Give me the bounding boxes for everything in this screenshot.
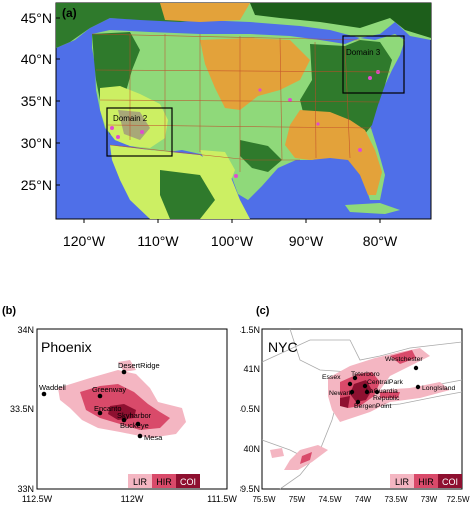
place-mesa: Mesa <box>144 433 163 442</box>
lon-tick-110: 110°W <box>137 233 179 249</box>
c-lon-725: 72.5W <box>446 495 470 504</box>
lat-tick-45: 45°N <box>21 10 52 26</box>
panel-a-map: Domain 2 Domain 3 (a) 45°N 40°N 35°N 30°… <box>21 2 432 249</box>
domain-2-box <box>106 107 173 157</box>
b-lat-34: 34N <box>17 325 34 335</box>
place-longisland: LongIsland <box>422 385 455 392</box>
place-waddell: Waddell <box>39 383 66 392</box>
b-lon-112: 112W <box>121 494 144 504</box>
place-newark: Newark <box>329 390 353 397</box>
c-lon-755: 75.5W <box>252 495 276 504</box>
lon-tick-100: 100°W <box>211 233 254 249</box>
b-lon-1125: 112.5W <box>22 494 53 504</box>
place-skyharbor: Skyharbor <box>117 411 152 420</box>
lat-tick-30: 30°N <box>21 135 52 151</box>
place-centralpark: CentralPark <box>367 379 403 386</box>
place-republic: Republic <box>373 395 400 402</box>
legend-b-lir: LIR <box>133 477 148 487</box>
c-lat-40: 40N <box>243 444 260 454</box>
lat-tick-25: 25°N <box>21 177 52 193</box>
lon-tick-90: 90°W <box>289 233 324 249</box>
lon-tick-120: 120°W <box>63 233 106 249</box>
legend-b: LIR HIR COI <box>128 474 200 488</box>
b-lon-1115: 111.5W <box>207 494 237 504</box>
c-lat-405: 40.5N <box>240 404 260 414</box>
b-lat-335: 33.5N <box>10 404 34 414</box>
lon-tick-80: 80°W <box>363 233 398 249</box>
c-lon-73: 73W <box>421 495 438 504</box>
legend-c-lir: LIR <box>395 477 410 487</box>
legend-c: LIR HIR COI <box>390 474 462 488</box>
place-bergenpoint: BergenPoint <box>354 403 392 410</box>
c-lon-75: 75W <box>289 495 306 504</box>
place-encanto: Encanto <box>94 404 122 413</box>
panel-b-city: Phoenix <box>41 339 92 355</box>
panel-c-map: (c) Westchester Essex Teterboro CentralP… <box>240 305 470 504</box>
c-lat-395: 39.5N <box>240 484 260 494</box>
panel-b-label: (b) <box>2 305 16 317</box>
place-essex: Essex <box>322 374 341 381</box>
legend-b-hir: HIR <box>156 477 172 487</box>
panel-a-label: (a) <box>62 6 77 20</box>
c-lat-41: 41N <box>243 364 260 374</box>
place-desertridge: DesertRidge <box>118 361 160 370</box>
panel-c-city: NYC <box>268 339 298 355</box>
place-laguardia: LaGuardia <box>366 388 398 395</box>
c-lon-745: 74.5W <box>318 495 342 504</box>
b-lat-33: 33N <box>17 484 34 494</box>
panel-b-map: (b) DesertRidge Waddell Greenway Encanto… <box>2 305 237 504</box>
legend-b-coi: COI <box>180 477 196 487</box>
domain-3-label: Domain 3 <box>346 48 381 57</box>
place-teterboro: Teterboro <box>351 371 380 378</box>
domain-2-label: Domain 2 <box>113 114 148 123</box>
domain-3-box <box>342 35 405 94</box>
legend-c-hir: HIR <box>418 477 434 487</box>
panel-c-label: (c) <box>256 305 270 317</box>
phoenix-urban-area <box>58 360 186 438</box>
legend-c-coi: COI <box>442 477 458 487</box>
place-greenway: Greenway <box>92 385 126 394</box>
lat-tick-40: 40°N <box>21 51 52 67</box>
c-lon-735: 73.5W <box>384 495 408 504</box>
c-lat-415: 41.5N <box>240 325 260 335</box>
c-lon-74: 74W <box>355 495 372 504</box>
place-westchester: Westchester <box>385 356 423 363</box>
lat-tick-35: 35°N <box>21 93 52 109</box>
place-buckeye: Buckeye <box>120 421 149 430</box>
